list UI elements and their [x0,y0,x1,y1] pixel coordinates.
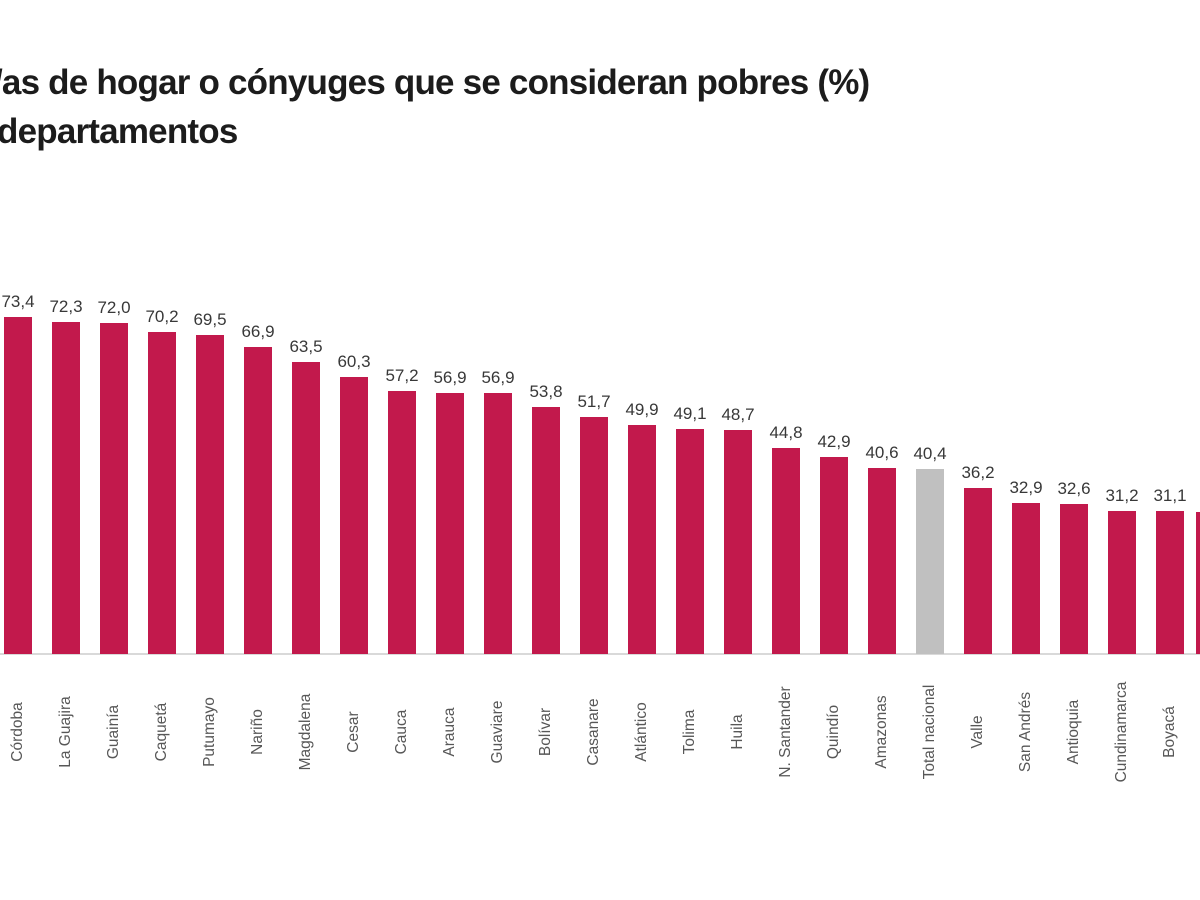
category-label: Boyacá [1161,706,1178,758]
x-axis-line [0,653,1200,655]
category-label: Magdalena [297,693,314,771]
bar [1108,511,1136,654]
category-label: Guainía [105,704,122,760]
category-label: Cesar [345,711,362,753]
bar-total-nacional [916,469,944,654]
bar-value-label: 40,6 [865,443,899,462]
bar-value-label: 36,2 [961,463,995,482]
bar [196,335,224,654]
bar [1196,512,1200,654]
category-label: Cundinamarca [1113,681,1130,783]
bar [52,322,80,654]
bar [580,417,608,654]
bar-value-label: 49,1 [673,404,707,423]
category-label: Caquetá [153,702,170,762]
bar-value-label: 42,9 [817,432,851,451]
bar-value-label: 53,8 [529,382,563,401]
category-label: Quindío [825,704,842,760]
bar-value-label: 32,9 [1009,478,1043,497]
bar-value-label: 66,9 [241,322,275,341]
bar-value-label: 60,3 [337,352,371,371]
category-label: Total nacional [921,684,938,780]
category-label: Guaviare [489,700,506,764]
category-label: Casanare [585,698,602,766]
category-label: La Guajira [57,696,74,768]
bar [628,425,656,654]
bar-value-label: 57,2 [385,366,419,385]
bar [244,347,272,654]
bar [724,430,752,654]
category-label: Atlántico [633,702,650,762]
bar [340,377,368,654]
bar-value-label: 56,9 [481,368,515,387]
bar-value-label: 44,8 [769,423,803,442]
bar-value-label: 70,2 [145,307,179,326]
category-label: Huila [729,714,746,750]
bar [388,391,416,654]
category-label: Putumayo [201,697,218,767]
bar [820,457,848,654]
bar-value-label: 72,0 [97,298,131,317]
category-label: Antioquia [1065,699,1082,765]
bar-value-label: 51,7 [577,392,611,411]
category-label: San Andrés [1017,691,1034,773]
bar [1060,504,1088,654]
bar-value-label: 72,3 [49,297,83,316]
category-label: Arauca [441,707,458,757]
bar [4,317,32,654]
bar [1156,511,1184,654]
bar-value-label: 31,2 [1105,486,1139,505]
chart-title-line1: /as de hogar o cónyuges que se considera… [0,63,870,102]
bar [532,407,560,654]
bar-value-label: 56,9 [433,368,467,387]
bar [148,332,176,654]
category-label: Córdoba [9,702,26,762]
bar-value-label: 31,1 [1153,486,1187,505]
bar [676,429,704,654]
bar [100,323,128,654]
bar-value-label: 49,9 [625,400,659,419]
bar-value-label: 73,4 [1,292,35,311]
category-label: Nariño [249,709,266,755]
category-label: Cauca [393,709,410,755]
bar-value-label: 32,6 [1057,479,1091,498]
category-label: Bolívar [537,707,554,757]
bar-value-label: 63,5 [289,337,323,356]
bar [772,448,800,654]
chart-title: /as de hogar o cónyuges que se considera… [0,58,1200,156]
bar [292,362,320,654]
bar [484,393,512,654]
bar-value-label: 69,5 [193,310,227,329]
category-label: Tolima [681,709,698,755]
bar [1012,503,1040,654]
bar [868,468,896,654]
category-label: Valle [969,715,986,749]
bar [964,488,992,654]
bar-value-label: 48,7 [721,405,755,424]
category-label: Amazonas [873,695,890,769]
bar [436,393,464,654]
bar-value-label: 40,4 [913,444,947,463]
category-label: N. Santander [777,686,794,778]
chart-title-line2: departamentos [0,112,238,151]
